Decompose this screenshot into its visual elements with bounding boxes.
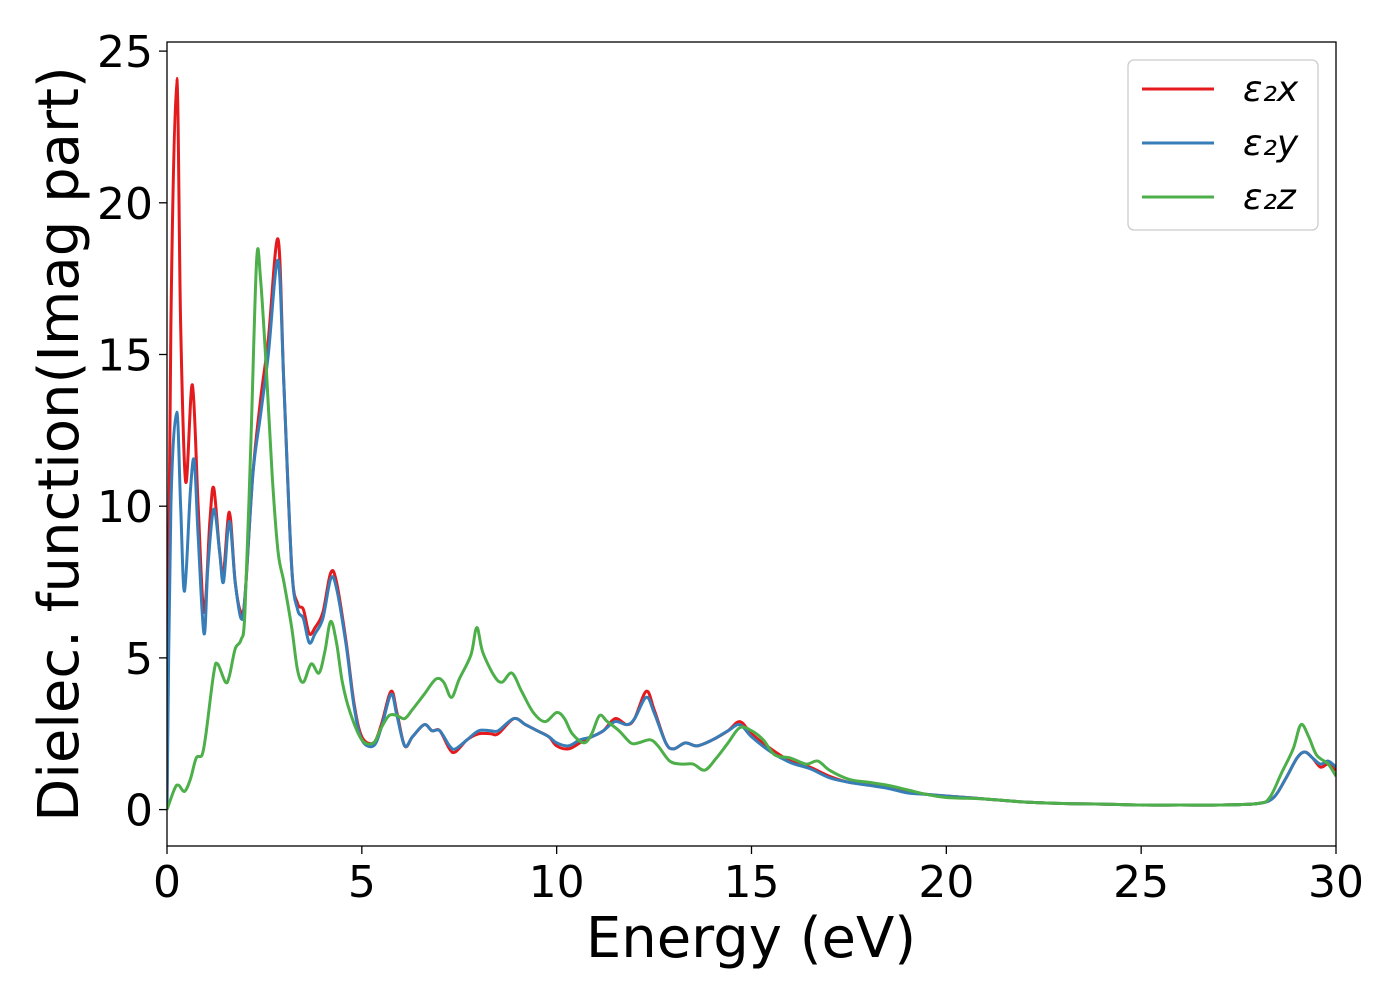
x-tick-label: 25 bbox=[1113, 857, 1169, 908]
legend-label-2: ε₂y bbox=[1243, 123, 1299, 164]
y-axis-label: Dielec. function(Imag part) bbox=[27, 66, 92, 822]
series-layer bbox=[167, 76, 1336, 811]
x-tick-label: 5 bbox=[348, 857, 376, 908]
y-tick-label: 0 bbox=[125, 786, 153, 837]
y-tick-label: 5 bbox=[125, 634, 153, 685]
legend-box bbox=[1127, 59, 1319, 231]
y-tick-label: 20 bbox=[97, 179, 153, 230]
y-tick-label: 15 bbox=[97, 330, 153, 381]
y-tick-label: 10 bbox=[97, 482, 153, 533]
legend-label-1: ε₂x bbox=[1243, 69, 1299, 110]
series-line-3 bbox=[167, 247, 1336, 811]
legend-label-3: ε₂z bbox=[1243, 177, 1297, 218]
x-tick-label: 30 bbox=[1308, 857, 1364, 908]
x-tick-label: 10 bbox=[529, 857, 585, 908]
x-tick-label: 0 bbox=[153, 857, 181, 908]
x-tick-label: 20 bbox=[918, 857, 974, 908]
x-axis-label: Energy (eV) bbox=[586, 906, 916, 971]
x-tick-label: 15 bbox=[724, 857, 780, 908]
series-line-2 bbox=[167, 258, 1336, 810]
y-tick-label: 25 bbox=[97, 27, 153, 78]
legend-items: ε₂x ε₂y ε₂z bbox=[1142, 69, 1299, 218]
ticks-layer: 0 5 10 15 20 25 30 0 5 10 15 20 25 bbox=[97, 27, 1364, 908]
legend: ε₂x ε₂y ε₂z bbox=[1127, 59, 1319, 231]
